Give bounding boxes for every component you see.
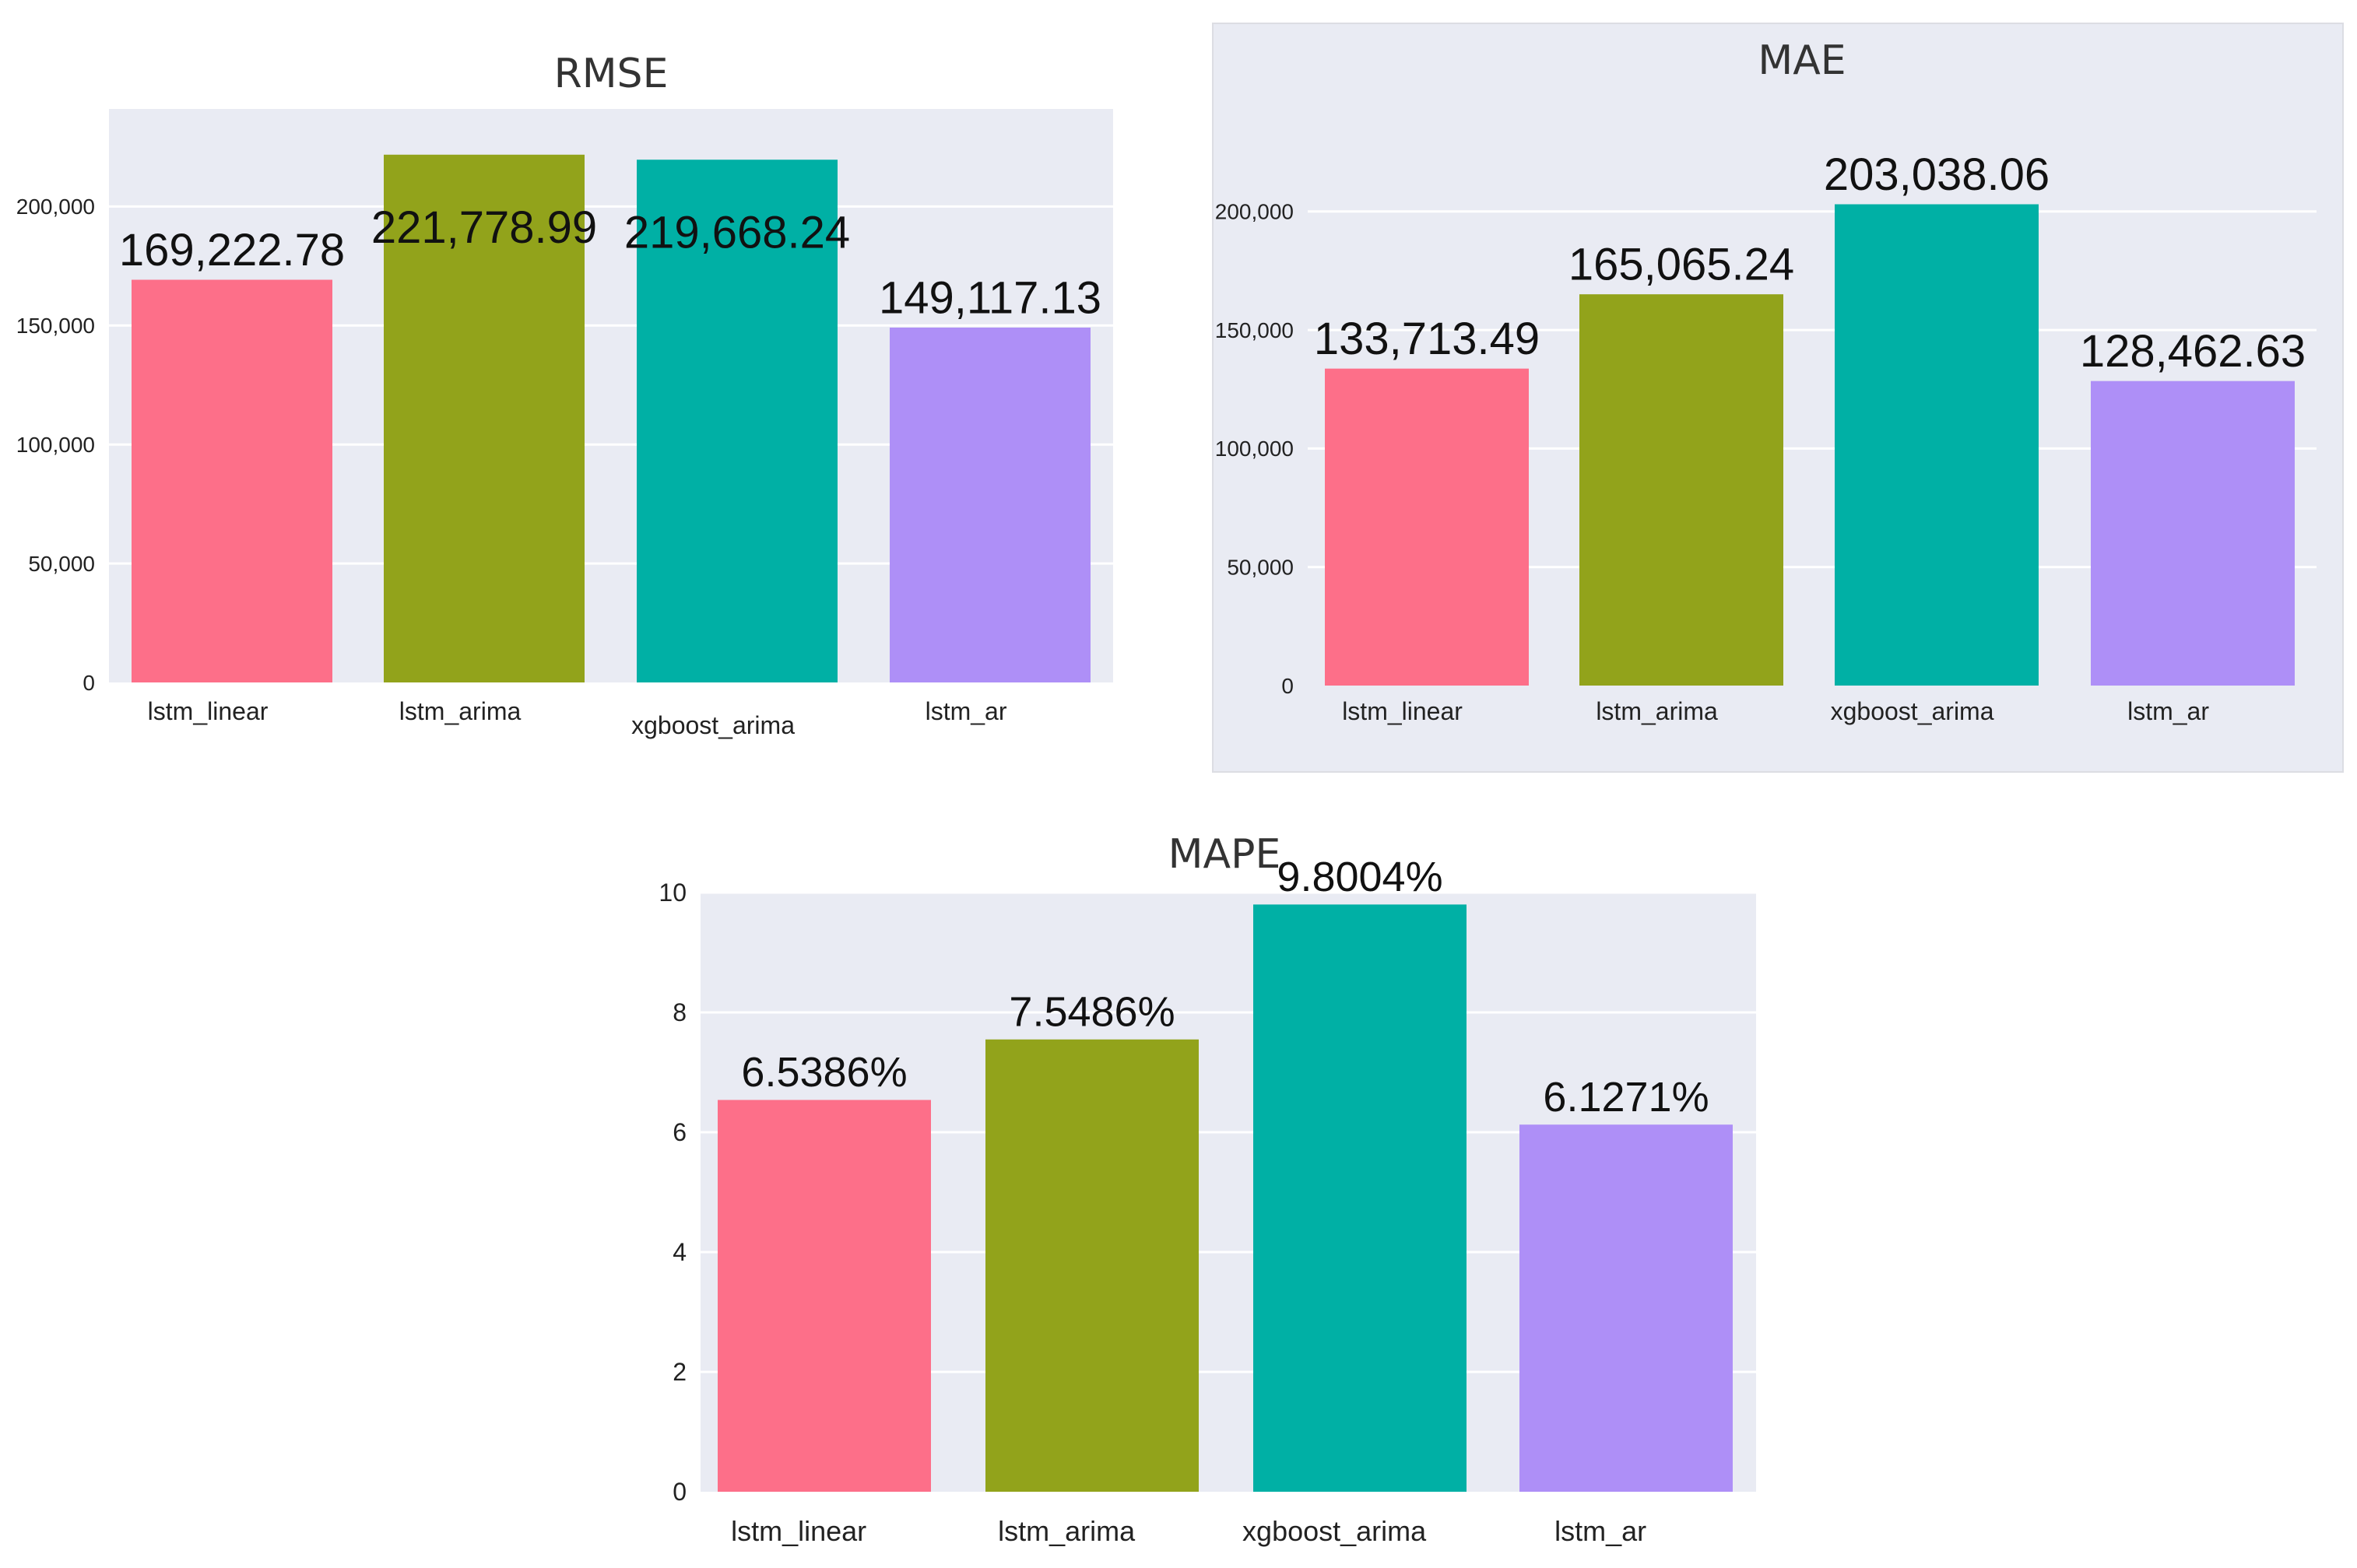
rmse-value-label: 221,778.99 (371, 202, 597, 253)
mape-bar-lstm_ar (1519, 1124, 1733, 1492)
mae-chart-title: MAE (1758, 37, 1846, 84)
mape-value-label: 7.5486% (1009, 988, 1175, 1035)
mape-value-label: 9.8004% (1277, 854, 1442, 900)
mae-x-tick-label: xgboost_arima (1831, 697, 1994, 725)
mae-bar-lstm_linear (1325, 368, 1529, 686)
rmse-x-tick-label: lstm_arima (399, 697, 522, 725)
rmse-chart: 0 50,000 100,000 150,000 200,000 RMSE 169,222.… (16, 51, 1113, 739)
chart-panels: 0 50,000 100,000 150,000 200,000 RMSE 169,222.… (16, 23, 2344, 1547)
rmse-bar-lstm_arima (384, 154, 585, 682)
rmse-y-tick-label: 150,000 (16, 314, 95, 338)
mae-x-tick-label: lstm_ar (2127, 697, 2209, 725)
mae-value-label: 128,462.63 (2080, 326, 2306, 377)
mape-y-tick-label: 0 (673, 1478, 687, 1506)
rmse-x-tick-label: lstm_linear (148, 697, 269, 725)
rmse-bar-lstm_ar (890, 327, 1091, 682)
mae-y-tick-label: 50,000 (1227, 555, 1294, 579)
mae-value-label: 165,065.24 (1568, 240, 1794, 290)
mae-y-tick-label: 150,000 (1215, 318, 1294, 342)
mae-value-label: 203,038.06 (1824, 149, 2050, 200)
rmse-chart-title: RMSE (554, 51, 669, 97)
rmse-bar-xgboost_arima (637, 160, 838, 682)
mape-x-tick-label: lstm_arima (998, 1515, 1136, 1547)
mae-y-tick-label: 0 (1281, 674, 1294, 698)
rmse-bar-lstm_linear (132, 279, 332, 682)
rmse-y-tick-label: 200,000 (16, 195, 95, 219)
mape-y-tick-label: 4 (673, 1238, 687, 1266)
mape-y-tick-label: 6 (673, 1118, 687, 1146)
mape-chart-title: MAPE (1168, 831, 1281, 878)
rmse-value-label: 219,668.24 (624, 207, 850, 258)
mape-value-label: 6.1271% (1543, 1074, 1709, 1121)
mape-x-tick-label: lstm_linear (731, 1515, 866, 1547)
mape-value-label: 6.5386% (741, 1049, 907, 1096)
mae-chart: 0 50,000 100,000 150,000 200,000 MAE 133,713.4… (1212, 23, 2344, 773)
mae-value-label: 133,713.49 (1314, 314, 1540, 364)
mae-bar-lstm_arima (1579, 294, 1783, 686)
mae-bar-xgboost_arima (1835, 204, 2039, 686)
mape-chart: 0 2 4 6 8 10 MAPE 6.5386% lstm_linear 7.5486% lstm… (659, 831, 1756, 1547)
rmse-value-label: 169,222.78 (119, 225, 345, 275)
rmse-value-label: 149,117.13 (879, 272, 1101, 323)
rmse-y-tick-label: 50,000 (28, 552, 95, 576)
rmse-x-tick-label: xgboost_arima (631, 711, 795, 739)
mape-x-tick-label: lstm_ar (1554, 1515, 1646, 1547)
rmse-y-tick-label: 100,000 (16, 433, 95, 457)
mape-y-tick-label: 2 (673, 1358, 687, 1386)
mae-y-tick-label: 100,000 (1215, 437, 1294, 461)
rmse-x-tick-label: lstm_ar (926, 697, 1007, 725)
mae-y-tick-label: 200,000 (1215, 200, 1294, 224)
rmse-y-tick-label: 0 (83, 671, 95, 695)
mae-x-tick-label: lstm_arima (1596, 697, 1718, 725)
mape-y-tick-label: 10 (659, 879, 687, 907)
mape-bar-lstm_arima (985, 1039, 1199, 1492)
mape-y-tick-label: 8 (673, 998, 687, 1026)
mape-bar-lstm_linear (718, 1100, 931, 1492)
mae-bar-lstm_ar (2091, 381, 2295, 686)
mape-bar-xgboost_arima (1253, 904, 1467, 1492)
mae-x-tick-label: lstm_linear (1342, 697, 1463, 725)
mape-x-tick-label: xgboost_arima (1242, 1515, 1427, 1547)
